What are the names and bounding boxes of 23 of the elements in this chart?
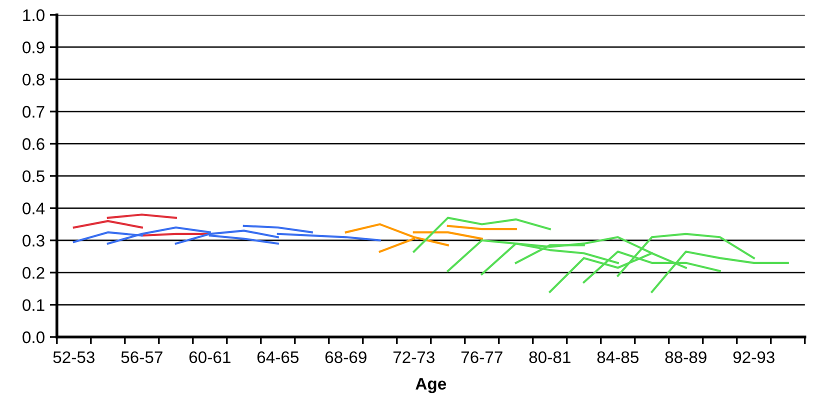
y-tick-label: 0.0 [22,331,44,344]
x-tick-label: 64-65 [257,351,299,364]
x-tick-label: 84-85 [597,351,638,364]
x-tick-label: 60-61 [189,351,230,364]
x-tick-label: 76-77 [461,351,502,364]
y-tick-label: 0.2 [22,266,44,279]
x-tick-label: 56-57 [121,351,162,364]
y-tick-label: 0.4 [22,202,45,214]
x-tick-label: 88-89 [665,351,706,364]
y-tick-label: 0.5 [22,170,44,182]
x-tick-label: 92-93 [733,351,774,364]
x-tick-label: 52-53 [53,351,94,364]
x-axis-title: Age [416,378,446,394]
y-tick-label: 0.7 [22,106,44,118]
y-tick-label: 0.3 [22,234,44,247]
y-tick-label: 0.9 [22,42,44,54]
y-tick-label: 1.0 [23,9,44,22]
x-tick-label: 80-81 [529,351,570,364]
x-tick-label: 72-73 [393,351,434,364]
x-tick-label: 68-69 [325,351,366,364]
y-tick-label: 0.8 [22,74,44,86]
y-tick-label: 0.6 [22,138,44,150]
y-tick-label: 0.1 [22,299,44,311]
